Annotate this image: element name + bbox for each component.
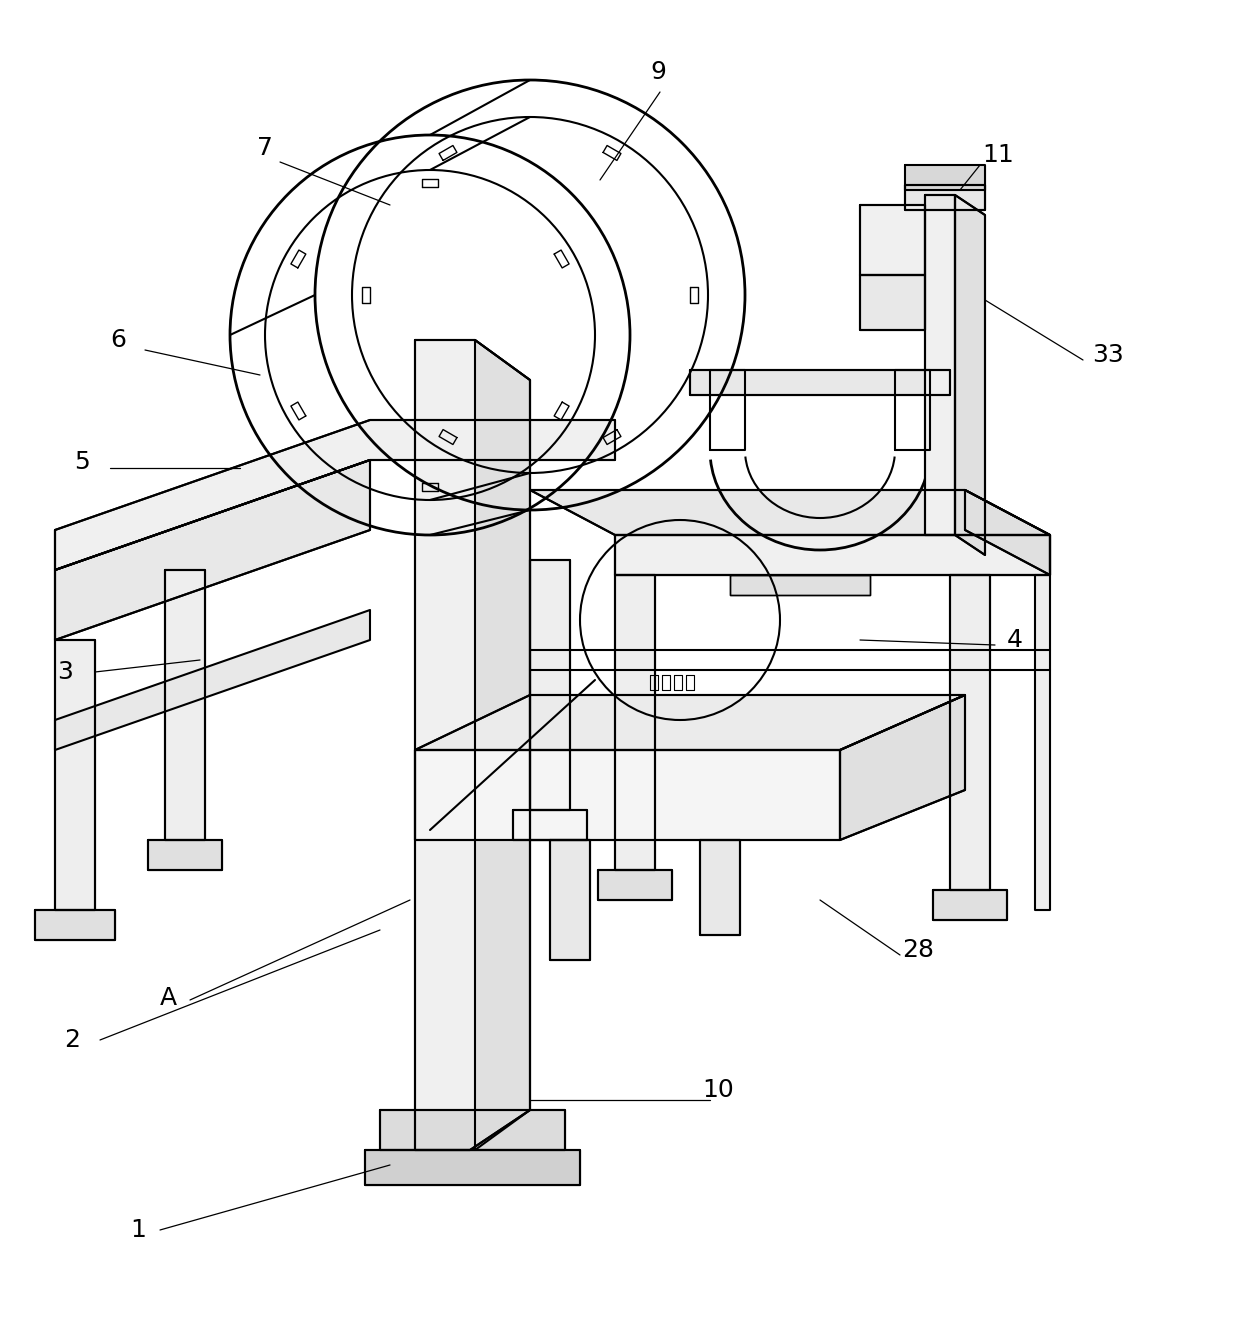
Polygon shape [730, 575, 870, 595]
Polygon shape [529, 559, 570, 810]
Polygon shape [55, 421, 615, 570]
Polygon shape [615, 535, 1050, 575]
Text: 11: 11 [982, 143, 1014, 167]
Polygon shape [365, 1149, 580, 1185]
Text: 10: 10 [702, 1077, 734, 1101]
Polygon shape [955, 195, 985, 555]
Polygon shape [932, 890, 1007, 920]
Polygon shape [475, 340, 529, 1149]
Polygon shape [148, 840, 222, 870]
Polygon shape [165, 570, 205, 840]
Polygon shape [415, 340, 529, 1149]
Text: 4: 4 [1007, 627, 1023, 651]
Polygon shape [965, 490, 1050, 575]
Polygon shape [689, 370, 950, 395]
Polygon shape [55, 461, 370, 639]
Polygon shape [551, 840, 590, 960]
Text: 9: 9 [650, 60, 666, 84]
Text: 3: 3 [57, 659, 73, 684]
Polygon shape [701, 840, 740, 934]
Polygon shape [950, 575, 990, 890]
Text: 28: 28 [901, 939, 934, 963]
Polygon shape [55, 610, 370, 750]
Text: 6: 6 [110, 328, 126, 352]
Polygon shape [1035, 575, 1050, 910]
Polygon shape [905, 186, 985, 210]
Text: 1: 1 [130, 1218, 146, 1242]
Polygon shape [925, 195, 955, 535]
Polygon shape [513, 810, 587, 840]
Polygon shape [35, 910, 115, 940]
Text: 7: 7 [257, 136, 273, 160]
Polygon shape [615, 535, 1050, 575]
Polygon shape [905, 166, 985, 190]
Text: 33: 33 [1092, 343, 1123, 367]
Polygon shape [598, 870, 672, 900]
Polygon shape [839, 696, 965, 840]
Polygon shape [379, 1109, 565, 1149]
Text: 2: 2 [64, 1028, 81, 1052]
Polygon shape [415, 750, 839, 840]
Text: A: A [160, 987, 176, 1011]
Polygon shape [615, 575, 655, 870]
Text: 5: 5 [74, 450, 89, 474]
Polygon shape [55, 639, 95, 910]
Polygon shape [529, 490, 1050, 535]
Polygon shape [415, 696, 965, 750]
Polygon shape [861, 275, 925, 330]
Polygon shape [861, 206, 925, 275]
